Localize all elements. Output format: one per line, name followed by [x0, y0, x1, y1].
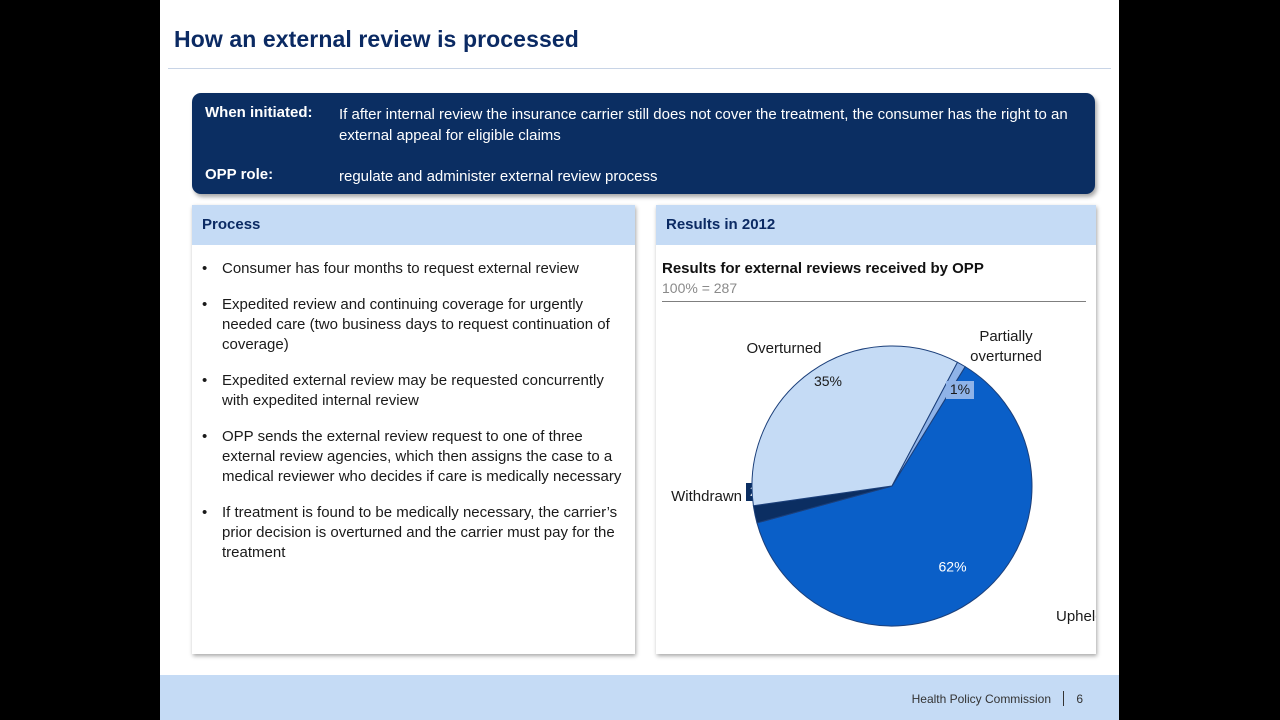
process-panel: Process Consumer has four months to requ…: [192, 205, 635, 654]
footer-org: Health Policy Commission: [911, 692, 1051, 706]
role-label: OPP role:: [205, 166, 274, 183]
process-bullet: Expedited review and continuing coverage…: [202, 295, 632, 355]
pie-slice-upheld: [756, 365, 1033, 627]
pie-chart: 62%Upheld2%Withdrawn35%Overturned1%Parti…: [671, 328, 1096, 627]
pie-category-label: Withdrawn: [671, 488, 742, 505]
title-divider: [168, 68, 1111, 69]
process-list: Consumer has four months to request exte…: [202, 259, 632, 579]
pie-value-label: 1%: [950, 381, 970, 397]
process-bullet: Consumer has four months to request exte…: [202, 259, 632, 279]
chart-title: Results for external reviews received by…: [662, 260, 984, 277]
initiated-label: When initiated:: [205, 104, 313, 121]
footer-separator: [1063, 691, 1064, 706]
chart-subtitle: 100% = 287: [662, 280, 738, 296]
initiated-text: If after internal review the insurance c…: [339, 106, 1068, 144]
pie-slice-overturned: [751, 345, 959, 507]
page-number: 6: [1076, 692, 1083, 706]
pie-category-label: Upheld: [1056, 608, 1096, 625]
process-header: Process: [192, 205, 635, 245]
results-panel: Results in 2012 Results for external rev…: [656, 205, 1096, 654]
process-bullet: Expedited external review may be request…: [202, 371, 632, 411]
value-label-bg: [946, 381, 974, 399]
pie-category-label: Partially: [979, 328, 1033, 345]
role-text: regulate and administer external review …: [339, 168, 658, 185]
pie-value-label: 62%: [939, 559, 967, 575]
process-bullet: OPP sends the external review request to…: [202, 427, 632, 487]
results-header: Results in 2012: [656, 205, 1096, 245]
slide: How an external review is processed When…: [160, 0, 1119, 720]
page-title: How an external review is processed: [174, 26, 579, 52]
summary-box: When initiated: If after internal review…: [192, 93, 1095, 194]
process-bullet: If treatment is found to be medically ne…: [202, 503, 632, 563]
footer: Health Policy Commission 6: [160, 675, 1119, 720]
pie-value-label: 35%: [814, 373, 842, 389]
pie-category-label: Overturned: [746, 340, 821, 357]
pie-category-label: overturned: [970, 348, 1042, 365]
chart-divider: [662, 301, 1086, 302]
